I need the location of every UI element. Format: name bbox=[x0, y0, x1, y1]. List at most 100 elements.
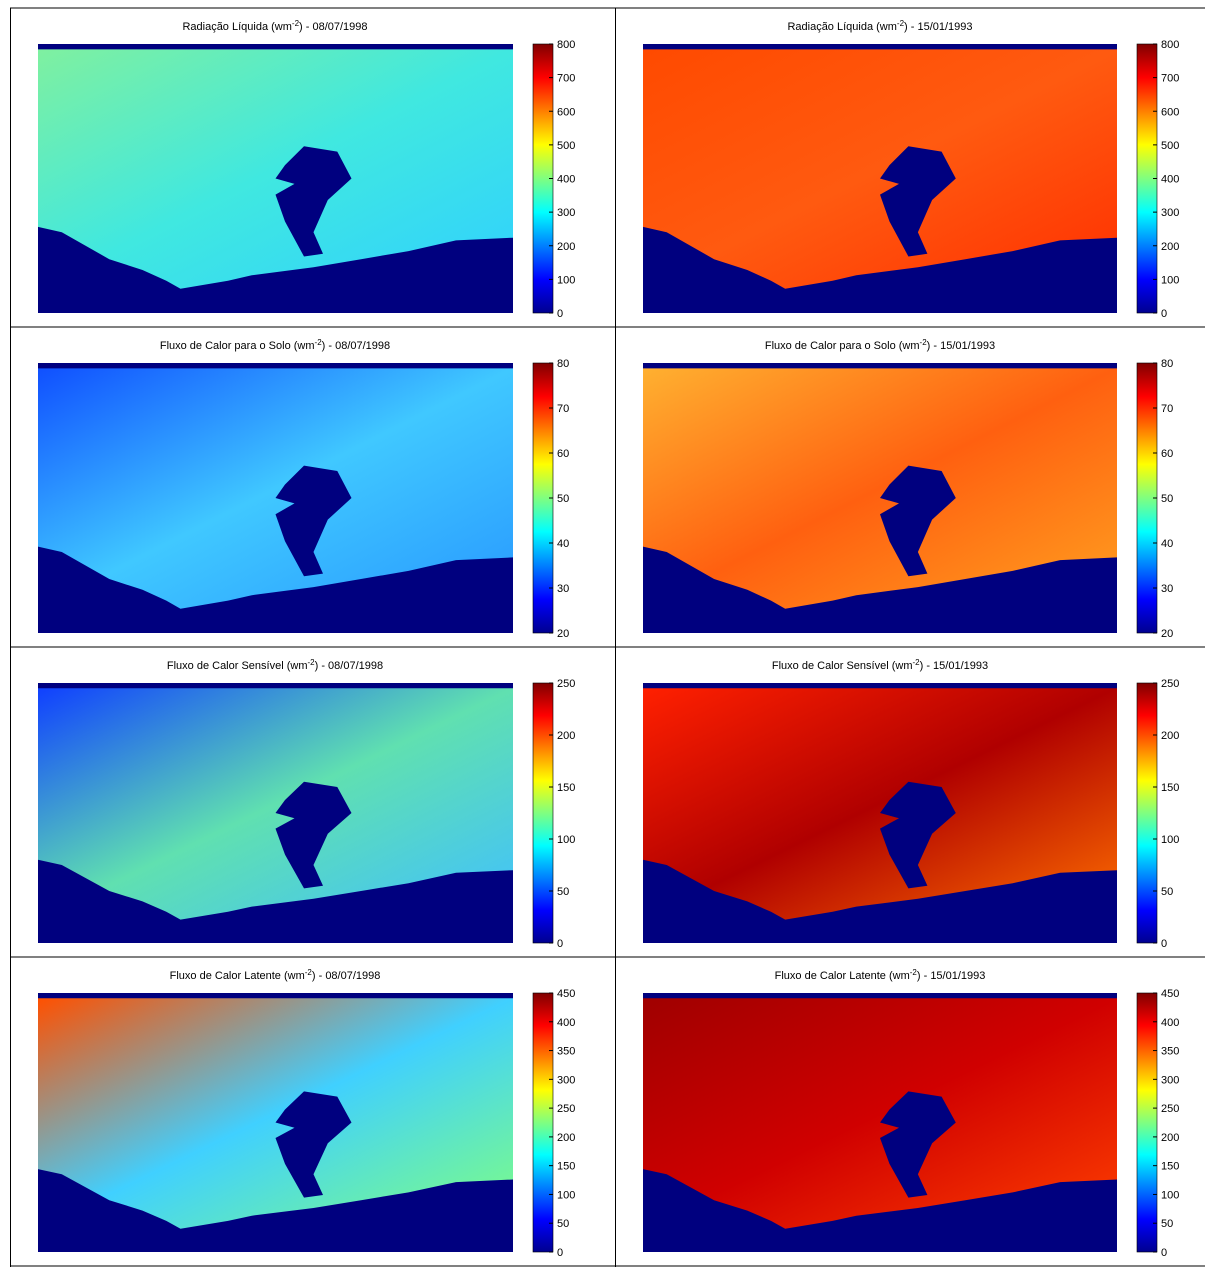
colorbar-tick-label: 100 bbox=[1161, 834, 1179, 846]
title-text: Radiação Líquida (wm bbox=[182, 21, 291, 33]
title-text: Fluxo de Calor Latente (wm bbox=[170, 970, 305, 982]
colorbar bbox=[1137, 993, 1157, 1252]
panel-title: Fluxo de Calor Latente (wm-2) - 08/07/19… bbox=[170, 968, 381, 983]
colorbar-tick-label: 400 bbox=[1161, 174, 1179, 186]
colorbar-tick-label: 700 bbox=[557, 73, 575, 85]
figure: Radiação Líquida (wm-2) - 08/07/1998 0 100… bbox=[0, 0, 1205, 1267]
colorbar-tick-label: 80 bbox=[557, 358, 569, 370]
colorbar-tick-label: 40 bbox=[557, 538, 569, 550]
colorbar-tick-label: 0 bbox=[557, 308, 563, 320]
colorbar-tick-label: 450 bbox=[557, 988, 575, 1000]
panel-title: Radiação Líquida (wm-2) - 15/01/1993 bbox=[787, 19, 972, 34]
colorbar-tick-label: 400 bbox=[557, 1017, 575, 1029]
colorbar-tick-label: 200 bbox=[557, 241, 575, 253]
title-text: Fluxo de Calor para o Solo (wm bbox=[765, 340, 920, 352]
panel-title: Radiação Líquida (wm-2) - 08/07/1998 bbox=[182, 19, 367, 34]
colorbar bbox=[533, 683, 553, 943]
colorbar-tick-label: 200 bbox=[1161, 241, 1179, 253]
colorbar-tick-label: 800 bbox=[557, 39, 575, 51]
colorbar-tick-label: 250 bbox=[557, 678, 575, 690]
colorbar-tick-label: 300 bbox=[1161, 207, 1179, 219]
colorbar-tick-label: 600 bbox=[557, 106, 575, 118]
panel: Radiação Líquida (wm-2) - 15/01/1993 0 100… bbox=[643, 19, 1179, 321]
panel-title: Fluxo de Calor Sensível (wm-2) - 08/07/1… bbox=[167, 658, 383, 673]
colorbar-tick-label: 700 bbox=[1161, 73, 1179, 85]
colorbar-tick-label: 500 bbox=[557, 140, 575, 152]
title-text: ) - 15/01/1993 bbox=[920, 660, 989, 672]
colorbar-tick-label: 80 bbox=[1161, 358, 1173, 370]
colorbar-tick-label: 450 bbox=[1161, 988, 1179, 1000]
map-top-edge bbox=[38, 363, 513, 367]
colorbar-tick-label: 0 bbox=[1161, 938, 1167, 950]
colorbar-tick-label: 60 bbox=[1161, 448, 1173, 460]
colorbar-tick-label: 100 bbox=[557, 274, 575, 286]
panel: Fluxo de Calor Sensível (wm-2) - 15/01/1… bbox=[643, 658, 1179, 951]
title-text: ) - 15/01/1993 bbox=[904, 21, 973, 33]
title-text: ) - 08/07/1998 bbox=[299, 21, 368, 33]
title-text: Fluxo de Calor Sensível (wm bbox=[772, 660, 913, 672]
colorbar-tick-label: 50 bbox=[1161, 886, 1173, 898]
colorbar-tick-label: 300 bbox=[557, 1074, 575, 1086]
colorbar-tick-label: 0 bbox=[557, 938, 563, 950]
panel: Fluxo de Calor Latente (wm-2) - 08/07/19… bbox=[38, 968, 575, 1260]
title-text: ) - 15/01/1993 bbox=[917, 970, 986, 982]
map-top-edge bbox=[38, 993, 513, 997]
colorbar-tick-label: 100 bbox=[1161, 274, 1179, 286]
map-top-edge bbox=[643, 363, 1117, 367]
colorbar-tick-label: 500 bbox=[1161, 140, 1179, 152]
panel: Fluxo de Calor Latente (wm-2) - 15/01/19… bbox=[643, 968, 1179, 1260]
panel: Radiação Líquida (wm-2) - 08/07/1998 0 100… bbox=[38, 19, 575, 321]
title-text: ) - 08/07/1998 bbox=[312, 970, 381, 982]
colorbar-tick-label: 400 bbox=[1161, 1017, 1179, 1029]
colorbar-tick-label: 50 bbox=[557, 1218, 569, 1230]
title-text: Radiação Líquida (wm bbox=[787, 21, 896, 33]
title-text: ) - 08/07/1998 bbox=[322, 340, 391, 352]
colorbar-tick-label: 150 bbox=[1161, 1161, 1179, 1173]
colorbar bbox=[1137, 683, 1157, 943]
colorbar-tick-label: 20 bbox=[1161, 628, 1173, 640]
colorbar-tick-label: 150 bbox=[557, 1161, 575, 1173]
panel: Fluxo de Calor para o Solo (wm-2) - 15/0… bbox=[643, 338, 1173, 641]
colorbar-tick-label: 40 bbox=[1161, 538, 1173, 550]
colorbar-tick-label: 0 bbox=[1161, 1247, 1167, 1259]
title-text: Fluxo de Calor para o Solo (wm bbox=[160, 340, 315, 352]
colorbar-tick-label: 250 bbox=[1161, 1103, 1179, 1115]
map-top-edge bbox=[38, 44, 513, 48]
colorbar-tick-label: 150 bbox=[1161, 782, 1179, 794]
colorbar bbox=[533, 993, 553, 1252]
colorbar-tick-label: 200 bbox=[557, 730, 575, 742]
colorbar-tick-label: 250 bbox=[1161, 678, 1179, 690]
panel-title: Fluxo de Calor para o Solo (wm-2) - 08/0… bbox=[160, 338, 390, 353]
colorbar-tick-label: 0 bbox=[557, 1247, 563, 1259]
colorbar-tick-label: 70 bbox=[557, 403, 569, 415]
colorbar-tick-label: 50 bbox=[557, 886, 569, 898]
map-top-edge bbox=[643, 993, 1117, 997]
panel-title: Fluxo de Calor Latente (wm-2) - 15/01/19… bbox=[775, 968, 986, 983]
map-top-edge bbox=[38, 683, 513, 687]
colorbar-tick-label: 100 bbox=[557, 834, 575, 846]
colorbar-tick-label: 30 bbox=[557, 583, 569, 595]
colorbar-tick-label: 60 bbox=[557, 448, 569, 460]
colorbar-tick-label: 200 bbox=[1161, 1132, 1179, 1144]
colorbar-tick-label: 350 bbox=[1161, 1046, 1179, 1058]
colorbar-tick-label: 200 bbox=[557, 1132, 575, 1144]
title-text: Fluxo de Calor Sensível (wm bbox=[167, 660, 308, 672]
colorbar-tick-label: 250 bbox=[557, 1103, 575, 1115]
panel-title: Fluxo de Calor para o Solo (wm-2) - 15/0… bbox=[765, 338, 995, 353]
panel: Fluxo de Calor Sensível (wm-2) - 08/07/1… bbox=[38, 658, 575, 951]
colorbar-tick-label: 0 bbox=[1161, 308, 1167, 320]
colorbar-tick-label: 70 bbox=[1161, 403, 1173, 415]
colorbar-tick-label: 100 bbox=[1161, 1189, 1179, 1201]
panel-title: Fluxo de Calor Sensível (wm-2) - 15/01/1… bbox=[772, 658, 988, 673]
colorbar-tick-label: 300 bbox=[1161, 1074, 1179, 1086]
colorbar-tick-label: 20 bbox=[557, 628, 569, 640]
title-text: Fluxo de Calor Latente (wm bbox=[775, 970, 910, 982]
colorbar-tick-label: 50 bbox=[1161, 493, 1173, 505]
colorbar-tick-label: 30 bbox=[1161, 583, 1173, 595]
title-text: ) - 15/01/1993 bbox=[927, 340, 996, 352]
panel: Fluxo de Calor para o Solo (wm-2) - 08/0… bbox=[38, 338, 569, 641]
colorbar-tick-label: 100 bbox=[557, 1189, 575, 1201]
colorbar-tick-label: 50 bbox=[557, 493, 569, 505]
colorbar-tick-label: 400 bbox=[557, 174, 575, 186]
colorbar-tick-label: 50 bbox=[1161, 1218, 1173, 1230]
